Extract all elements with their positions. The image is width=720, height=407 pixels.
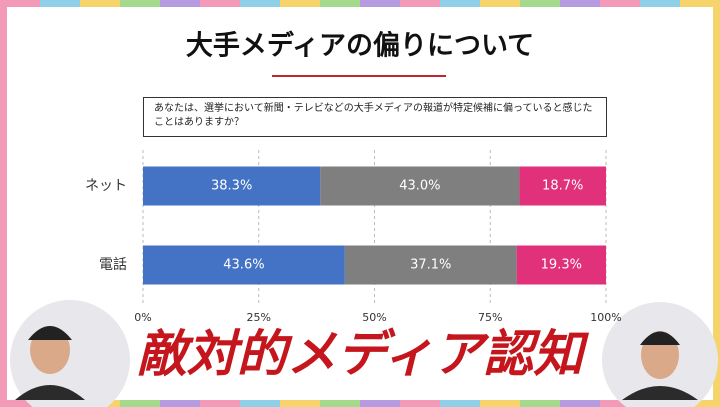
value-label: 43.6% — [223, 258, 264, 273]
x-tick-label: 100% — [590, 311, 621, 324]
host-left — [10, 300, 130, 407]
value-label: 43.0% — [399, 179, 440, 194]
question-box: あなたは、選挙において新聞・テレビなどの大手メディアの報道が特定候補に偏っている… — [143, 97, 607, 137]
category-label: ネット — [85, 178, 127, 194]
bar-segment — [344, 245, 517, 285]
caption: 敵対的メディア認知 — [137, 324, 589, 383]
chart-title: 大手メディアの偏りについて — [186, 30, 534, 62]
value-label: 38.3% — [211, 179, 252, 194]
bar-segment — [516, 245, 606, 285]
x-tick-label: 50% — [362, 311, 386, 324]
bar-segment — [519, 166, 606, 206]
x-tick-label: 75% — [478, 311, 502, 324]
category-label: 電話 — [99, 256, 127, 273]
value-label: 19.3% — [541, 258, 582, 273]
value-label: 18.7% — [542, 179, 583, 194]
value-label: 37.1% — [410, 258, 451, 273]
x-tick-label: 25% — [247, 311, 271, 324]
bar-segment — [320, 166, 520, 206]
bar-segment — [143, 245, 345, 285]
bar-segment — [143, 166, 321, 206]
x-tick-label: 0% — [134, 311, 151, 324]
host-right — [602, 302, 718, 407]
